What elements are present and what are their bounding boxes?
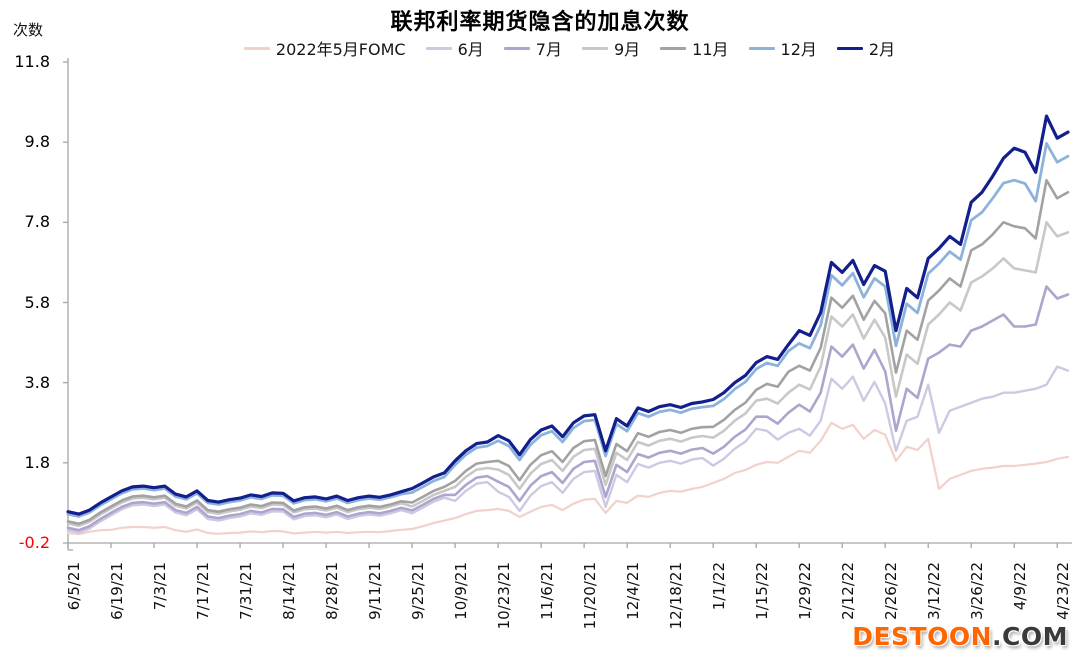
- x-tick-label: 7/3/21: [151, 562, 170, 611]
- series-line-6: [66, 114, 1070, 516]
- legend-label: 9月: [613, 40, 641, 59]
- legend-item-5: 12月: [748, 36, 817, 60]
- legend-label: 6月: [457, 40, 484, 59]
- x-tick-label: 2/26/22: [882, 562, 901, 620]
- x-tick-label: 9/25/21: [409, 562, 428, 620]
- x-tick-label: 1/15/22: [753, 562, 772, 620]
- x-tick-label: 10/23/21: [495, 562, 514, 630]
- legend: 2022年5月FOMC 6月 7月 9月 11月 12月 2月: [67, 37, 1072, 59]
- legend-item-2: 7月: [503, 36, 562, 60]
- legend-swatch: [425, 46, 452, 50]
- x-tick-label: 9/11/21: [366, 562, 385, 620]
- y-tick-label: 3.8: [24, 372, 50, 392]
- legend-swatch: [243, 46, 270, 50]
- y-tick-label: 7.8: [24, 212, 50, 232]
- legend-swatch: [748, 46, 775, 50]
- x-tick-label: 8/14/21: [280, 562, 299, 620]
- watermark: DESTOON.COM: [852, 622, 1068, 651]
- x-tick-label: 7/17/21: [194, 562, 213, 620]
- y-tick-label: -0.2: [18, 533, 50, 552]
- series-line-0: [66, 421, 1070, 536]
- y-tick-label: 5.8: [24, 292, 50, 312]
- series-line-2: [66, 285, 1070, 532]
- x-tick-label: 1/1/22: [710, 562, 729, 611]
- legend-swatch: [503, 46, 530, 50]
- legend-swatch: [660, 46, 687, 50]
- legend-label: 11月: [692, 40, 729, 59]
- chart-title: 联邦利率期货隐含的加息次数: [390, 10, 690, 35]
- legend-swatch: [836, 46, 863, 50]
- legend-item-3: 9月: [581, 36, 641, 60]
- x-tick-label: 3/12/22: [925, 562, 944, 620]
- legend-label: 2022年5月FOMC: [275, 40, 406, 59]
- legend-item-6: 2月: [836, 36, 896, 60]
- series-line-4: [66, 178, 1070, 526]
- y-tick-label: 1.8: [24, 452, 50, 472]
- x-tick-label: 6/19/21: [108, 562, 126, 620]
- legend-label: 12月: [780, 40, 817, 59]
- legend-label: 7月: [535, 40, 562, 59]
- legend-label: 2月: [868, 40, 896, 59]
- x-tick-label: 7/31/21: [237, 562, 256, 620]
- x-tick-label: 12/4/21: [624, 562, 643, 620]
- legend-item-4: 11月: [660, 36, 729, 60]
- x-tick-label: 2/12/22: [839, 562, 858, 620]
- x-tick-label: 6/5/21: [65, 562, 83, 611]
- x-tick-label: 10/9/21: [452, 562, 471, 620]
- series-line-1: [66, 365, 1070, 534]
- watermark-suffix: .COM: [992, 622, 1068, 651]
- series-line-3: [66, 221, 1070, 528]
- legend-swatch: [581, 46, 608, 50]
- series-line-5: [66, 141, 1070, 518]
- x-tick-label: 4/9/22: [1011, 562, 1030, 611]
- legend-item-0: 2022年5月FOMC: [243, 36, 406, 60]
- x-tick-label: 8/28/21: [323, 562, 342, 620]
- legend-item-1: 6月: [425, 36, 484, 60]
- x-tick-label: 3/26/22: [968, 562, 987, 620]
- x-tick-label: 1/29/22: [796, 562, 815, 620]
- x-tick-label: 11/6/21: [538, 562, 557, 620]
- x-tick-label: 12/18/21: [667, 562, 686, 630]
- x-tick-label: 11/20/21: [581, 562, 600, 630]
- x-tick-label: 4/23/22: [1054, 562, 1073, 620]
- watermark-brand: DESTOON: [852, 622, 993, 651]
- y-tick-label: 9.8: [24, 132, 50, 152]
- y-tick-label: 11.8: [14, 52, 50, 71]
- y-axis-unit-label: 次数: [13, 21, 44, 39]
